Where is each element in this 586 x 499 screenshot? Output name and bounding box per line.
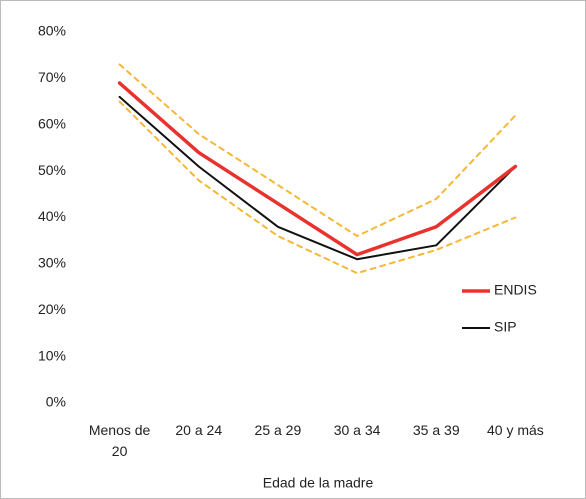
y-tick-label: 50% bbox=[38, 162, 66, 178]
legend-label: ENDIS bbox=[494, 282, 537, 298]
series-line bbox=[118, 95, 517, 261]
x-axis-label: Edad de la madre bbox=[263, 475, 374, 491]
y-tick-label: 80% bbox=[38, 23, 66, 39]
x-tick-label: 35 a 39 bbox=[412, 422, 460, 438]
y-tick-label: 0% bbox=[46, 394, 66, 410]
x-tick-label: 20 a 24 bbox=[175, 422, 223, 438]
x-tick-label: 30 a 34 bbox=[333, 422, 381, 438]
series-line bbox=[117, 81, 518, 257]
y-tick-label: 60% bbox=[38, 115, 66, 131]
y-tick-label: 10% bbox=[38, 347, 66, 363]
x-tick-label: 25 a 29 bbox=[254, 422, 302, 438]
y-tick-label: 20% bbox=[38, 301, 66, 317]
y-tick-label: 30% bbox=[38, 255, 66, 271]
x-tick-label: Menos de 20 bbox=[88, 422, 151, 459]
confidence-line bbox=[118, 100, 517, 275]
y-tick-label: 40% bbox=[38, 208, 66, 224]
x-tick-label: 40 y más bbox=[487, 422, 544, 438]
legend-label: SIP bbox=[494, 319, 517, 335]
confidence-line bbox=[118, 63, 517, 238]
y-tick-label: 70% bbox=[38, 69, 66, 85]
